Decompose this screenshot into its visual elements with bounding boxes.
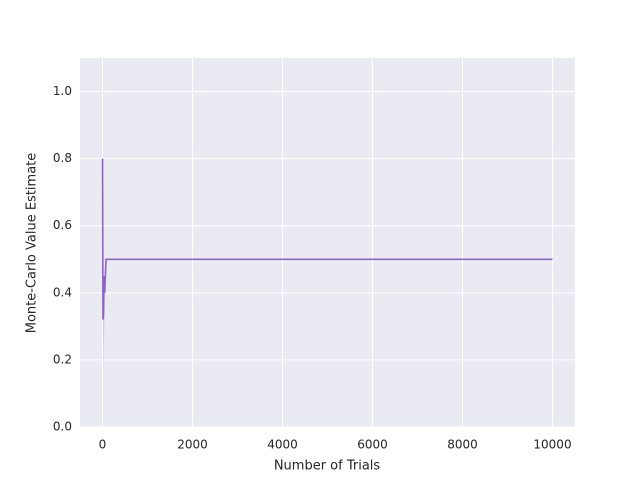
x-axis-label: Number of Trials: [274, 459, 381, 474]
y-tick-label: 0.6: [53, 218, 72, 232]
y-tick-label: 1.0: [53, 84, 72, 98]
x-tick-label: 8000: [447, 438, 478, 452]
y-tick-label: 0.8: [53, 151, 72, 165]
y-axis-label: Monte-Carlo Value Estimate: [25, 153, 40, 334]
x-tick-label: 0: [99, 438, 107, 452]
x-tick-label: 6000: [357, 438, 388, 452]
x-tick-label: 4000: [267, 438, 298, 452]
x-tick-label: 10000: [533, 438, 571, 452]
y-tick-label: 0.0: [53, 420, 72, 434]
plot-area: [80, 58, 575, 427]
y-tick-label: 0.4: [53, 285, 72, 299]
x-tick-label: 2000: [177, 438, 208, 452]
y-tick-label: 0.2: [53, 352, 72, 366]
line: [101, 158, 553, 320]
